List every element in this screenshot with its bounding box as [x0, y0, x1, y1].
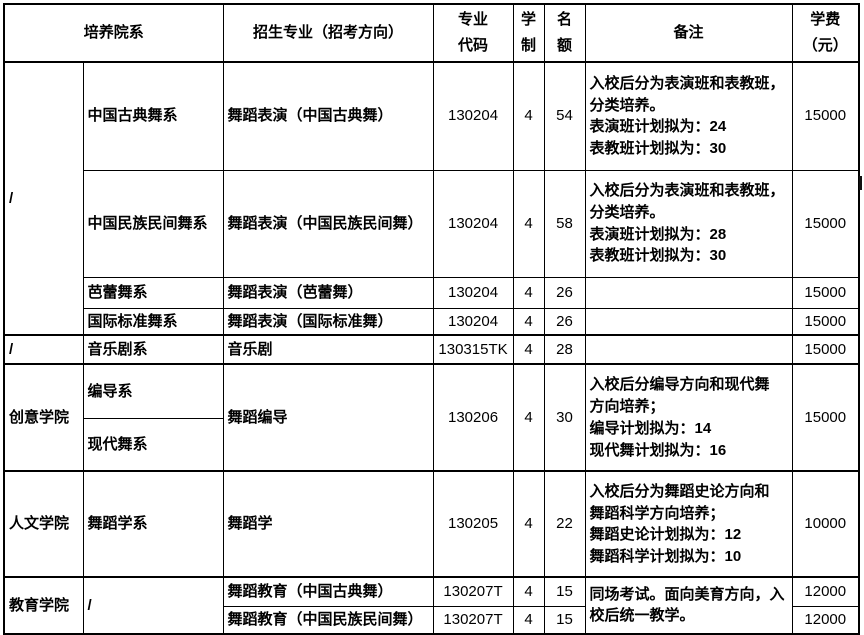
header-quota: 名 额 [543, 3, 586, 63]
header-dept-group: 培养院系 [3, 3, 224, 63]
cell-major: 舞蹈教育（中国民族民间舞） [222, 605, 434, 635]
header-major: 招生专业（招考方向） [222, 3, 434, 63]
cell-college: 人文学院 [3, 470, 84, 578]
cell-remark: 入校后分为舞蹈史论方向和 舞蹈科学方向培养； 舞蹈史论计划拟为：12 舞蹈科学计… [584, 470, 793, 578]
cell-remark: 入校后分为表演班和表教班， 分类培养。 表演班计划拟为：28 表教班计划拟为：3… [584, 169, 793, 278]
cell-code: 130207T [432, 605, 514, 635]
cell-years: 4 [512, 363, 545, 472]
cell-dept: 芭蕾舞系 [82, 276, 224, 309]
stray-mark [859, 176, 862, 190]
cell-dept: / [82, 576, 224, 635]
table-row: 中国民族民间舞系 舞蹈表演（中国民族民间舞） 130204 4 58 入校后分为… [4, 169, 860, 278]
cell-quota: 58 [543, 169, 586, 278]
enrollment-table: 培养院系 招生专业（招考方向） 专业 代码 学 制 名 额 备注 学费 （元） … [3, 3, 861, 635]
table-header-row: 培养院系 招生专业（招考方向） 专业 代码 学 制 名 额 备注 学费 （元） [3, 3, 860, 63]
cell-remark [584, 334, 793, 365]
cell-tuition: 15000 [791, 276, 860, 309]
cell-quota: 15 [543, 576, 586, 607]
cell-code: 130204 [432, 307, 514, 336]
header-code: 专业 代码 [432, 3, 514, 63]
cell-years: 4 [512, 307, 545, 336]
cell-code: 130207T [432, 576, 514, 607]
cell-dept: 现代舞系 [82, 417, 224, 472]
cell-years: 4 [512, 576, 545, 607]
cell-major: 舞蹈学 [222, 470, 434, 578]
cell-college: 教育学院 [3, 576, 84, 635]
cell-major: 舞蹈表演（国际标准舞） [222, 307, 434, 336]
cell-college: / [3, 334, 84, 365]
table-row: 创意学院 编导系 舞蹈编导 130206 4 30 入校后分编导方向和现代舞 方… [3, 363, 860, 472]
cell-college: 创意学院 [3, 363, 84, 472]
cell-code: 130315TK [432, 334, 514, 365]
cell-years: 4 [512, 61, 545, 171]
table-row: 舞蹈教育（中国民族民间舞） 130207T 4 15 12000 [4, 605, 860, 635]
cell-remark [584, 276, 793, 309]
cell-tuition: 15000 [791, 61, 860, 171]
cell-remark [584, 307, 793, 336]
table-row: 教育学院 / 舞蹈教育（中国古典舞） 130207T 4 15 同场考试。面向美… [3, 576, 860, 635]
cell-years: 4 [512, 334, 545, 365]
cell-remark: 入校后分编导方向和现代舞 方向培养； 编导计划拟为：14 现代舞计划拟为：16 [584, 363, 793, 472]
cell-tuition: 15000 [791, 334, 860, 365]
cell-quota: 28 [543, 334, 586, 365]
table-row: / 音乐剧系 音乐剧 130315TK 4 28 15000 [3, 334, 860, 365]
cell-major: 舞蹈表演（中国古典舞） [222, 61, 434, 171]
table-row: 人文学院 舞蹈学系 舞蹈学 130205 4 22 入校后分为舞蹈史论方向和 舞… [3, 470, 860, 578]
cell-dept: 编导系 [82, 363, 224, 419]
cell-tuition: 15000 [791, 169, 860, 278]
table-row: / 中国古典舞系 舞蹈表演（中国古典舞） 130204 4 54 入校后分为表演… [3, 60, 860, 336]
cell-years: 4 [512, 169, 545, 278]
table-row: 国际标准舞系 舞蹈表演（国际标准舞） 130204 4 26 15000 [4, 307, 860, 336]
cell-tuition: 12000 [791, 576, 860, 607]
cell-major: 舞蹈表演（中国民族民间舞） [222, 169, 434, 278]
cell-remark: 入校后分为表演班和表教班， 分类培养。 表演班计划拟为：24 表教班计划拟为：3… [584, 61, 793, 171]
cell-quota: 15 [543, 605, 586, 635]
cell-quota: 30 [543, 363, 586, 472]
table-row: 芭蕾舞系 舞蹈表演（芭蕾舞） 130204 4 26 15000 [4, 276, 860, 309]
cell-tuition: 12000 [791, 605, 860, 635]
cell-code: 130204 [432, 61, 514, 171]
cell-major: 舞蹈教育（中国古典舞） [222, 576, 434, 607]
cell-quota: 22 [543, 470, 586, 578]
cell-tuition: 10000 [791, 470, 860, 578]
cell-major: 音乐剧 [222, 334, 434, 365]
header-tuition: 学费 （元） [791, 3, 860, 63]
cell-tuition: 15000 [791, 307, 860, 336]
header-remark: 备注 [584, 3, 793, 63]
cell-dept: 中国古典舞系 [82, 61, 224, 171]
cell-quota: 54 [543, 61, 586, 171]
cell-college: / [3, 60, 84, 336]
cell-major: 舞蹈编导 [222, 363, 434, 472]
cell-code: 130205 [432, 470, 514, 578]
cell-dept: 国际标准舞系 [82, 307, 224, 336]
cell-tuition: 15000 [791, 363, 860, 472]
header-duration: 学 制 [512, 3, 545, 63]
cell-dept: 舞蹈学系 [82, 470, 224, 578]
cell-major: 舞蹈表演（芭蕾舞） [222, 276, 434, 309]
cell-years: 4 [512, 470, 545, 578]
cell-dept: 中国民族民间舞系 [82, 169, 224, 278]
cell-remark: 同场考试。面向美育方向，入 校后统一教学。 [584, 576, 793, 635]
cell-quota: 26 [543, 276, 586, 309]
cell-code: 130204 [432, 276, 514, 309]
cell-years: 4 [512, 276, 545, 309]
cell-code: 130204 [432, 169, 514, 278]
cell-code: 130206 [432, 363, 514, 472]
cell-dept: 音乐剧系 [82, 334, 224, 365]
cell-quota: 26 [543, 307, 586, 336]
table-row: 现代舞系 [4, 417, 859, 472]
cell-years: 4 [512, 605, 545, 635]
